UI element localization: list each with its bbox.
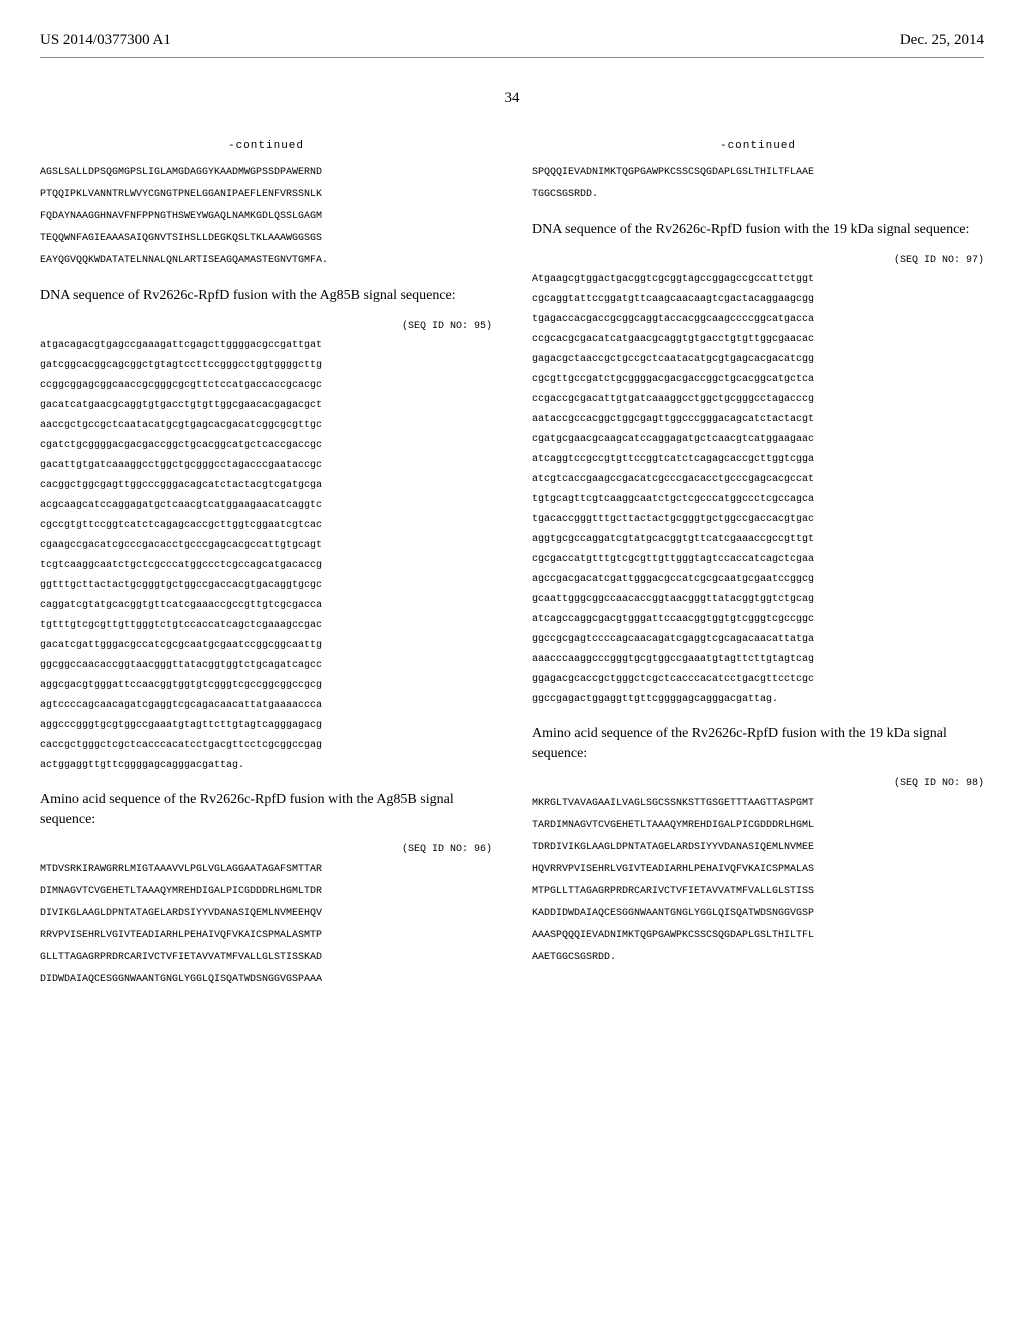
description-4: Amino acid sequence of the Rv2626c-RpfD … — [532, 724, 984, 763]
continued-label: -continued — [40, 139, 492, 154]
seq-id-97: (SEQ ID NO: 97) — [532, 254, 984, 268]
description-1: DNA sequence of Rv2626c-RpfD fusion with… — [40, 286, 492, 306]
dna-sequence-1: atgacagacgtgagccgaaagattcgagcttggggacgcc… — [40, 336, 492, 776]
description-3: DNA sequence of the Rv2626c-RpfD fusion … — [532, 220, 984, 240]
protein-sequence-4: MKRGLTVAVAGAAILVAGLSGCSSNKSTTGSGETTTAAGT… — [532, 793, 984, 969]
protein-sequence-1: AGSLSALLDPSQGMGPSLIGLAMGDAGGYKAADMWGPSSD… — [40, 162, 492, 272]
dna-sequence-2: Atgaagcgtggactgacggtcgcggtagccggagccgcca… — [532, 270, 984, 710]
protein-sequence-3: SPQQQIEVADNIMKTQGPGAWPKCSSCSQGDAPLGSLTHI… — [532, 162, 984, 206]
description-2: Amino acid sequence of the Rv2626c-RpfD … — [40, 790, 492, 829]
publication-date: Dec. 25, 2014 — [900, 30, 984, 51]
publication-number: US 2014/0377300 A1 — [40, 30, 171, 51]
two-column-layout: -continued AGSLSALLDPSQGMGPSLIGLAMGDAGGY… — [40, 139, 984, 1005]
page-number: 34 — [40, 88, 984, 109]
left-column: -continued AGSLSALLDPSQGMGPSLIGLAMGDAGGY… — [40, 139, 492, 1005]
right-column: -continued SPQQQIEVADNIMKTQGPGAWPKCSSCSQ… — [532, 139, 984, 1005]
continued-label-right: -continued — [532, 139, 984, 154]
seq-id-98: (SEQ ID NO: 98) — [532, 777, 984, 791]
page-header: US 2014/0377300 A1 Dec. 25, 2014 — [40, 30, 984, 58]
seq-id-96: (SEQ ID NO: 96) — [40, 843, 492, 857]
seq-id-95: (SEQ ID NO: 95) — [40, 320, 492, 334]
protein-sequence-2: MTDVSRKIRAWGRRLMIGTAAAVVLPGLVGLAGGAATAGA… — [40, 859, 492, 991]
